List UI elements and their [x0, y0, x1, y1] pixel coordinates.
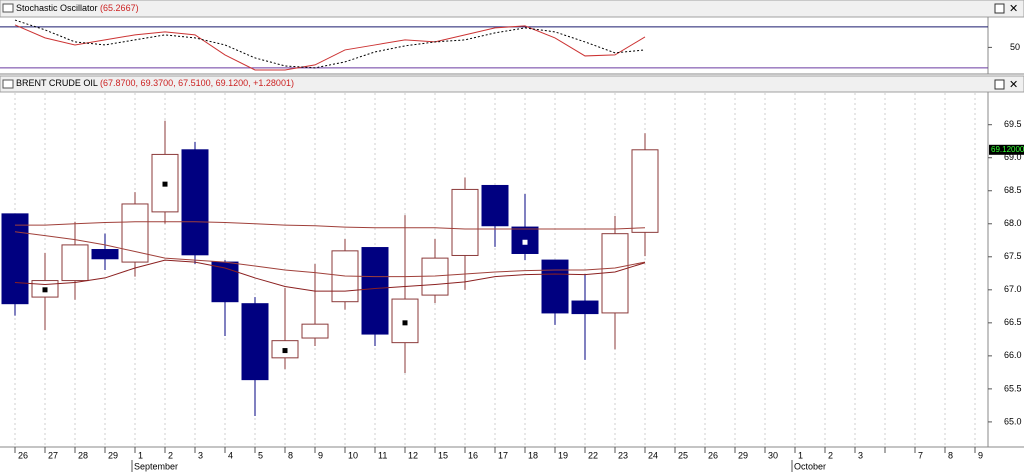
candle-body	[211, 261, 239, 303]
x-tick-label: 26	[708, 450, 718, 460]
x-tick-label: 30	[768, 450, 778, 460]
stochastic-line	[14, 19, 646, 69]
y-tick-label: 67.0	[1004, 284, 1022, 294]
y-tick-label: 66.0	[1004, 350, 1022, 360]
month-label: October	[794, 461, 826, 471]
candle-body	[481, 184, 509, 227]
candle-marker	[402, 320, 408, 326]
x-tick-label: 19	[558, 450, 568, 460]
close-button[interactable]: ✕	[1009, 79, 1018, 91]
maximize-button[interactable]	[994, 3, 1005, 14]
x-tick-label: 18	[528, 450, 538, 460]
x-tick-label: 8	[948, 450, 953, 460]
x-tick-label: 3	[858, 450, 863, 460]
moving-average	[14, 259, 646, 292]
subtitle: (67.8700, 69.3700, 67.5100, 69.1200, +1.…	[100, 78, 294, 88]
month-label: September	[134, 461, 178, 471]
candle-body	[61, 244, 89, 282]
x-tick-label: 22	[588, 450, 598, 460]
candle-body	[91, 249, 119, 260]
x-tick-label: 1	[138, 450, 143, 460]
x-tick-label: 4	[228, 450, 233, 460]
candle-body	[631, 149, 659, 233]
x-tick-label: 1	[798, 450, 803, 460]
panel-title: BRENT CRUDE OIL (67.8700, 69.3700, 67.51…	[16, 78, 294, 88]
x-tick-label: 7	[918, 450, 923, 460]
x-tick-label: 9	[318, 450, 323, 460]
x-tick-label: 27	[48, 450, 58, 460]
panel-title-bar	[0, 75, 1024, 93]
title: Stochastic Oscillator	[16, 3, 98, 13]
x-tick-label: 2	[828, 450, 833, 460]
candle-marker	[42, 287, 48, 293]
y-tick-label: 69.5	[1004, 119, 1022, 129]
maximize-button[interactable]	[994, 79, 1005, 90]
candle-body	[301, 323, 329, 339]
y-tick-label: 50	[1010, 42, 1020, 52]
panel-icon	[2, 3, 14, 13]
y-tick-label: 69.0	[1004, 152, 1022, 162]
x-tick-label: 25	[678, 450, 688, 460]
x-tick-label: 2	[168, 450, 173, 460]
panel-title-bar	[0, 0, 1024, 18]
candle-marker	[282, 348, 288, 354]
y-tick-label: 68.5	[1004, 185, 1022, 195]
candle-body	[601, 233, 629, 314]
candle-marker	[522, 239, 528, 245]
candle-body	[541, 259, 569, 314]
candle-body	[451, 188, 479, 256]
y-tick-label: 65.0	[1004, 416, 1022, 426]
x-tick-label: 29	[108, 450, 118, 460]
subtitle: (65.2667)	[100, 3, 139, 13]
y-tick-label: 67.5	[1004, 251, 1022, 261]
moving-average	[14, 231, 646, 278]
panel-icon	[2, 79, 14, 89]
candle-body	[571, 300, 599, 315]
candle-body	[121, 203, 149, 263]
stochastic-line	[14, 24, 646, 71]
x-tick-label: 10	[348, 450, 358, 460]
x-tick-label: 23	[618, 450, 628, 460]
y-tick-label: 68.0	[1004, 218, 1022, 228]
y-tick-label: 65.5	[1004, 383, 1022, 393]
x-tick-label: 12	[408, 450, 418, 460]
last-price-label: 69.12000	[991, 145, 1024, 154]
x-tick-label: 3	[198, 450, 203, 460]
panel-title: Stochastic Oscillator (65.2667)	[16, 3, 139, 13]
x-tick-label: 24	[648, 450, 658, 460]
candle-marker	[162, 181, 168, 187]
close-button[interactable]: ✕	[1009, 3, 1018, 15]
y-tick-label: 66.5	[1004, 317, 1022, 327]
candle-body	[181, 149, 209, 256]
x-tick-label: 11	[378, 450, 387, 460]
x-tick-label: 28	[78, 450, 88, 460]
candle-body	[361, 247, 389, 335]
title: BRENT CRUDE OIL	[16, 78, 98, 88]
moving-average	[15, 221, 646, 230]
x-tick-label: 5	[258, 450, 263, 460]
candle-body	[1, 213, 29, 305]
last-price-box	[989, 144, 1024, 155]
candle-body	[241, 303, 269, 381]
x-tick-label: 8	[288, 450, 293, 460]
x-tick-label: 15	[438, 450, 448, 460]
x-tick-label: 16	[468, 450, 478, 460]
x-tick-label: 9	[978, 450, 983, 460]
x-tick-label: 17	[498, 450, 508, 460]
x-tick-label: 26	[18, 450, 28, 460]
x-tick-label: 29	[738, 450, 748, 460]
